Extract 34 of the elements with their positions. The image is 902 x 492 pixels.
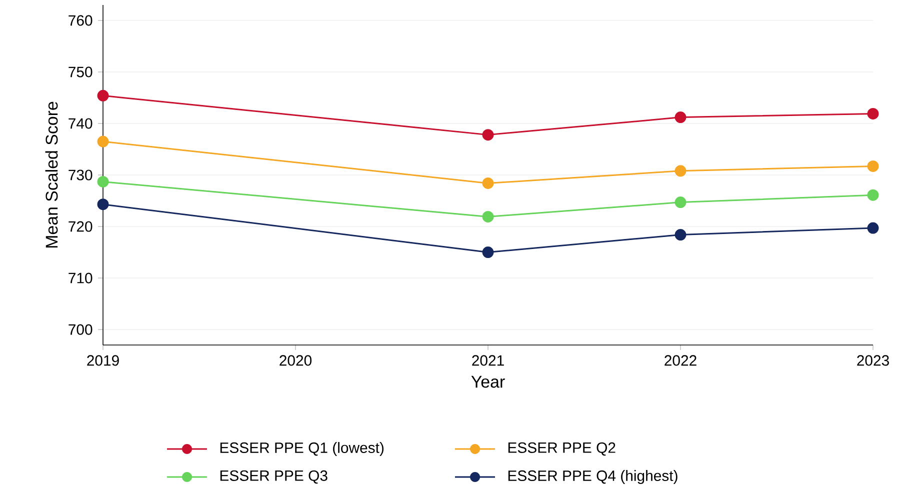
x-tick-label: 2022 (664, 355, 696, 366)
y-tick-label: 700 (68, 324, 92, 335)
point (482, 177, 494, 189)
point (97, 198, 109, 210)
y-tick-label: 720 (68, 221, 92, 232)
point (867, 160, 879, 172)
y-axis-title: Mean Scaled Score (45, 102, 58, 248)
x-tick-label: 2019 (87, 355, 119, 366)
legend-label: ESSER PPE Q1 (lowest) (220, 442, 384, 456)
point (97, 90, 109, 102)
point (674, 165, 686, 177)
legend-label: ESSER PPE Q3 (220, 470, 328, 484)
x-axis-title: Year (471, 376, 505, 388)
point (674, 112, 686, 124)
x-tick-label: 2021 (472, 355, 504, 366)
point (867, 108, 879, 120)
point (97, 176, 109, 188)
point (674, 196, 686, 208)
y-tick-label: 710 (68, 272, 92, 284)
y-tick-label: 740 (68, 118, 92, 129)
y-tick-label: 760 (68, 15, 92, 26)
x-tick-label: 2020 (280, 355, 312, 366)
legend-label: ESSER PPE Q2 (508, 442, 616, 456)
point (867, 189, 879, 201)
y-tick-label: 730 (68, 170, 92, 180)
point (482, 129, 494, 141)
point (674, 229, 686, 241)
point (482, 246, 494, 258)
y-tick-label: 750 (68, 66, 92, 78)
legend-label: ESSER PPE Q4 (highest) (508, 470, 678, 484)
x-tick-label: 2023 (857, 355, 889, 366)
point (97, 136, 109, 148)
point (482, 210, 494, 222)
point (867, 222, 879, 234)
